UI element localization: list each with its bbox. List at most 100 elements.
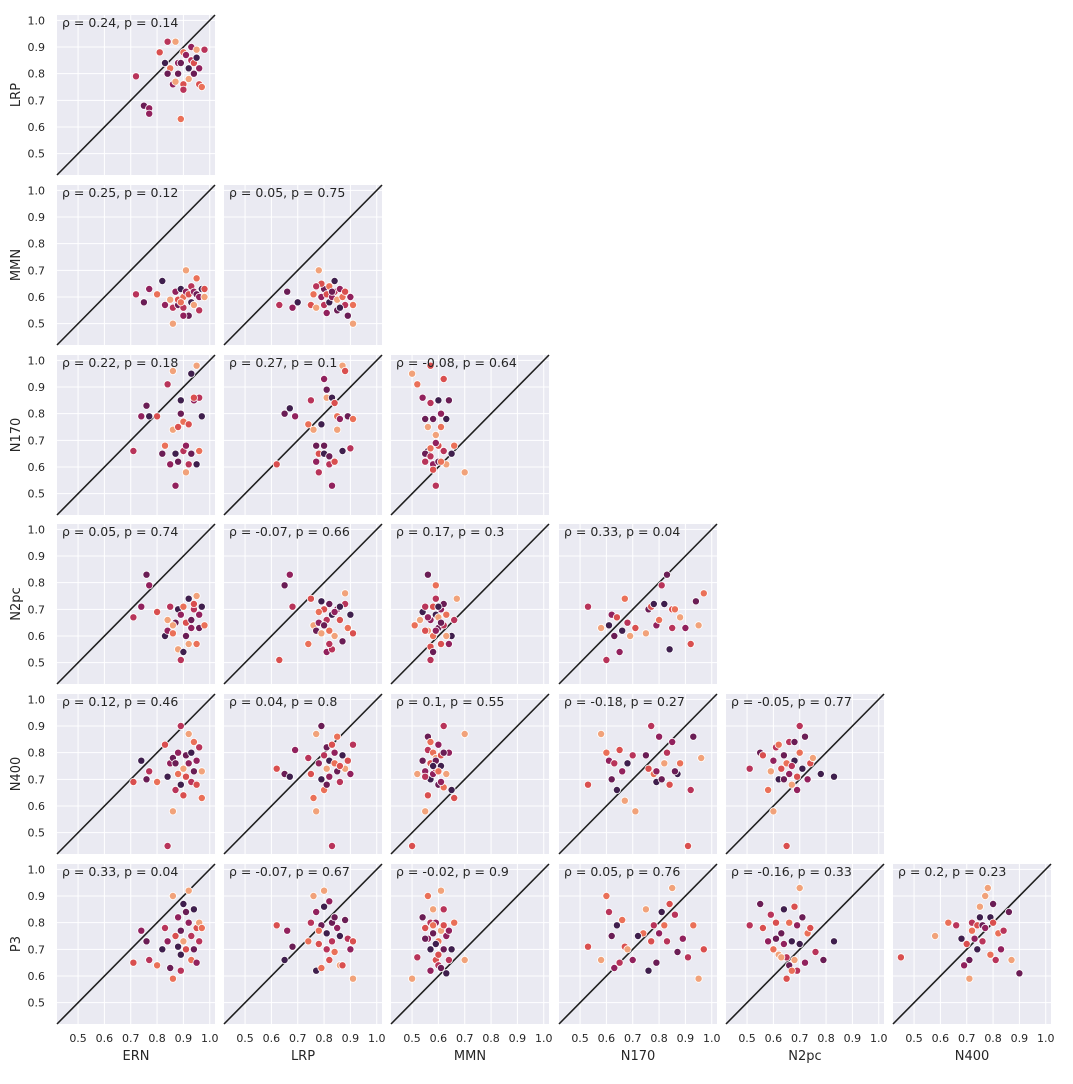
data-point <box>333 924 342 933</box>
data-point <box>655 616 664 625</box>
data-point <box>333 732 342 741</box>
data-point <box>429 465 438 474</box>
data-point <box>192 756 201 765</box>
panel-n170-vs-n400: ρ = -0.18, p = 0.27 <box>558 693 718 855</box>
data-point <box>962 940 971 949</box>
data-point <box>306 396 315 405</box>
data-point <box>787 966 796 975</box>
data-point <box>200 284 209 293</box>
data-point <box>777 929 786 938</box>
data-point <box>444 640 453 649</box>
data-point <box>644 966 653 975</box>
data-point <box>602 656 611 665</box>
y-axis-label: MMN <box>9 249 24 281</box>
data-point <box>647 937 656 946</box>
data-point <box>660 921 669 930</box>
data-point <box>450 616 459 625</box>
y-tick-label: 0.9 <box>28 890 46 903</box>
y-tick-label: 0.6 <box>28 291 46 304</box>
data-point <box>663 937 672 946</box>
y-tick-label: 1.0 <box>28 354 46 367</box>
data-point <box>189 69 198 78</box>
data-point <box>769 945 778 954</box>
data-point <box>612 786 621 795</box>
data-point <box>684 953 693 962</box>
data-point <box>811 948 820 957</box>
data-point <box>689 732 698 741</box>
data-point <box>641 751 650 760</box>
x-tick-label: 0.9 <box>175 1032 193 1045</box>
data-point <box>1004 908 1013 917</box>
data-point <box>442 414 451 423</box>
data-point <box>335 602 344 611</box>
data-point <box>434 950 443 959</box>
y-tick-label: 0.9 <box>28 550 46 563</box>
data-point <box>322 385 331 394</box>
y-tick-label: 0.6 <box>28 461 46 474</box>
data-point <box>317 420 326 429</box>
data-point <box>330 948 339 957</box>
data-point <box>309 290 318 299</box>
data-point <box>442 632 451 641</box>
data-point <box>179 311 188 320</box>
data-point <box>660 759 669 768</box>
data-point <box>333 425 342 434</box>
data-point <box>312 908 321 917</box>
data-point <box>327 740 336 749</box>
data-point <box>166 602 175 611</box>
data-point <box>325 452 334 461</box>
data-point <box>652 958 661 967</box>
data-point <box>830 772 839 781</box>
x-axis-label: ERN <box>123 1049 150 1064</box>
data-point <box>779 905 788 914</box>
data-point <box>343 756 352 765</box>
data-point <box>142 775 151 784</box>
data-point <box>348 740 357 749</box>
data-point <box>288 602 297 611</box>
data-point <box>777 764 786 773</box>
y-tick-label: 1.0 <box>28 14 46 27</box>
data-point <box>615 746 624 755</box>
data-point <box>421 807 430 816</box>
y-tick-label: 1.0 <box>28 863 46 876</box>
data-point <box>439 748 448 757</box>
data-point <box>283 287 292 296</box>
data-point <box>195 610 204 619</box>
data-point <box>991 956 1000 965</box>
data-point <box>325 772 334 781</box>
data-point <box>655 732 664 741</box>
data-point <box>960 961 969 970</box>
data-point <box>145 109 154 118</box>
x-tick-label: 0.9 <box>509 1032 527 1045</box>
data-point <box>413 953 422 962</box>
data-point <box>317 629 326 638</box>
data-point <box>442 770 451 779</box>
panel-mmn-vs-n2pc: ρ = 0.17, p = 0.3 <box>390 523 550 685</box>
data-point <box>426 361 435 370</box>
data-point <box>317 775 326 784</box>
data-point <box>686 640 695 649</box>
data-point <box>309 892 318 901</box>
data-point <box>745 764 754 773</box>
data-point <box>179 85 188 94</box>
data-point <box>137 602 146 611</box>
data-point <box>176 656 185 665</box>
data-point <box>285 772 294 781</box>
x-tick-label: 0.8 <box>482 1032 500 1045</box>
data-point <box>142 937 151 946</box>
data-point <box>652 767 661 776</box>
data-point <box>663 570 672 579</box>
data-point <box>795 748 804 757</box>
data-point <box>341 589 350 598</box>
data-point <box>145 284 154 293</box>
data-point <box>429 648 438 657</box>
data-point <box>168 366 177 375</box>
correlation-annotation: ρ = -0.02, p = 0.9 <box>396 864 509 879</box>
data-point <box>181 266 190 275</box>
data-point <box>965 956 974 965</box>
data-point <box>607 775 616 784</box>
data-point <box>320 751 329 760</box>
data-point <box>787 780 796 789</box>
data-point <box>184 594 193 603</box>
identity-line <box>56 523 216 685</box>
